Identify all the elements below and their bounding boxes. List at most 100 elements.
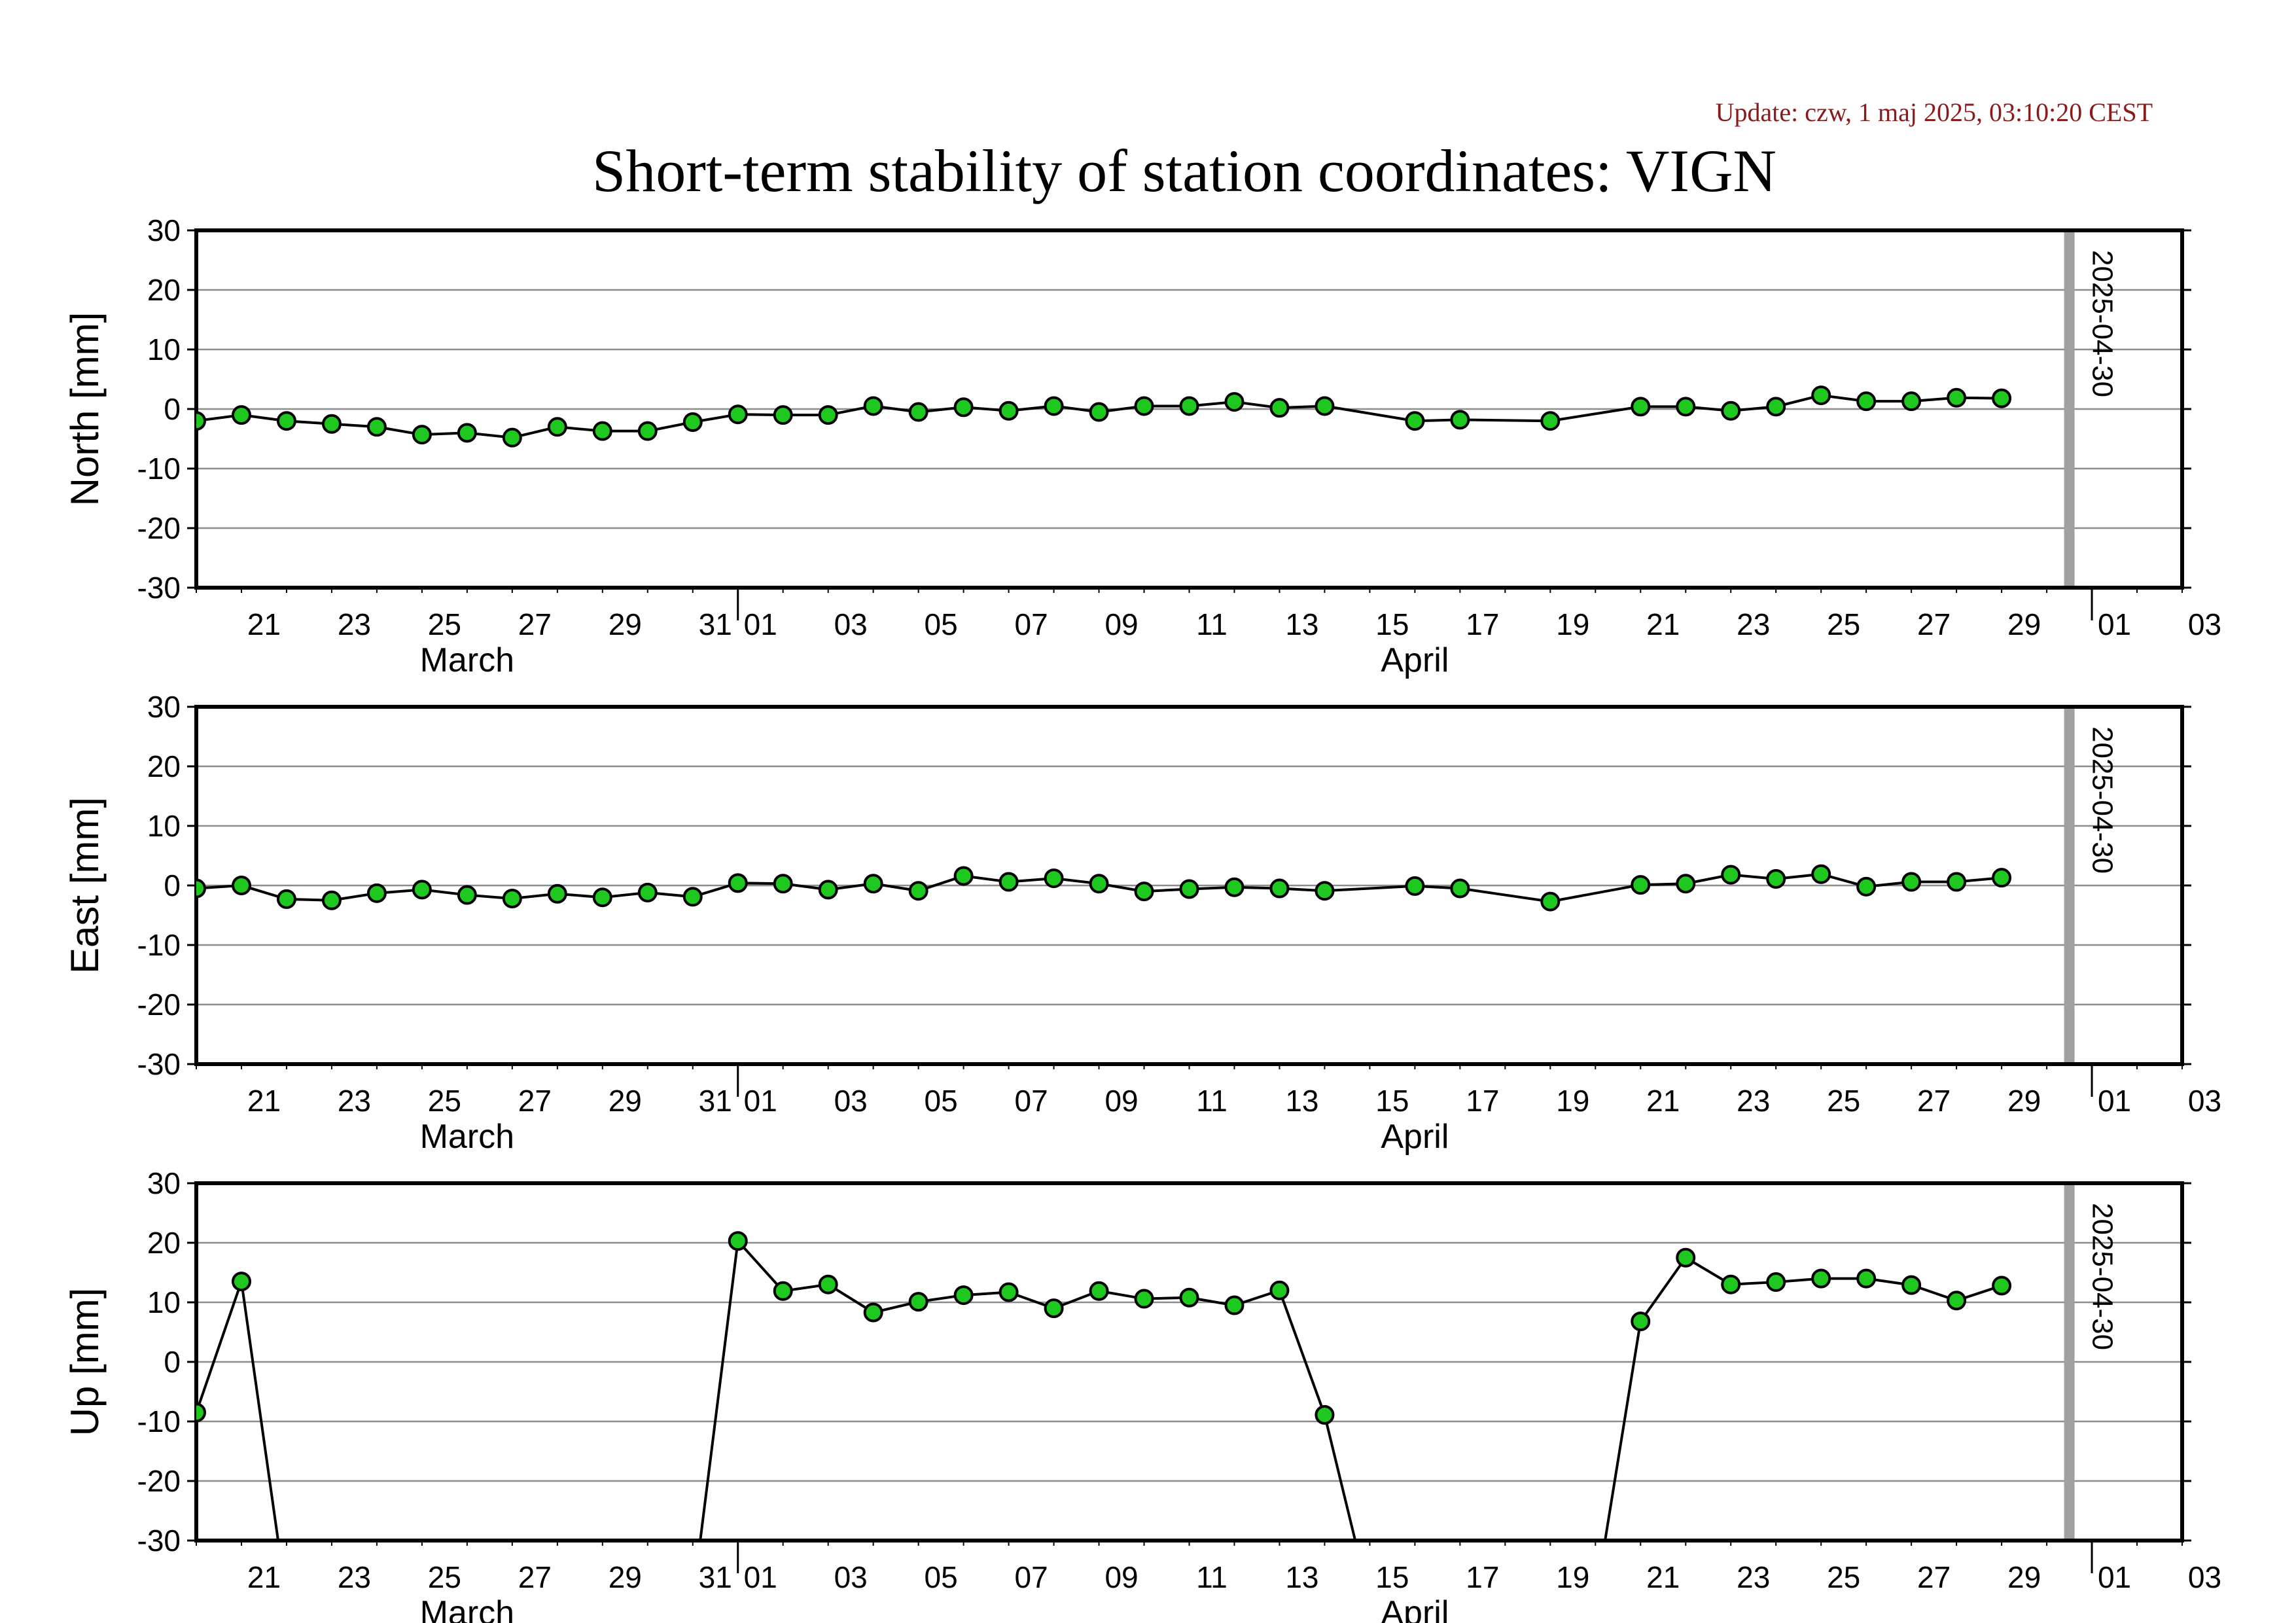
x-tick-label: 01 bbox=[744, 1084, 777, 1118]
x-tick-label: 03 bbox=[2188, 1560, 2221, 1594]
data-point bbox=[1224, 1295, 1245, 1315]
data-point bbox=[953, 866, 974, 886]
x-tick-label: 15 bbox=[1375, 1084, 1409, 1118]
x-tick-label: 25 bbox=[1827, 1084, 1860, 1118]
data-point bbox=[908, 1292, 928, 1312]
y-tick-label: 30 bbox=[147, 213, 181, 247]
panels: 2025-04-30 30 20 10 0 -10 -20 -30 North [mm] 21 23… bbox=[63, 213, 2221, 1623]
data-point bbox=[908, 402, 928, 422]
month-label: April bbox=[1381, 641, 1449, 679]
x-tick-label: 23 bbox=[338, 1084, 371, 1118]
data-point bbox=[276, 889, 296, 909]
x-tick-label: 25 bbox=[428, 1084, 461, 1118]
data-point bbox=[1179, 396, 1199, 416]
data-point bbox=[1766, 1272, 1786, 1293]
data-point bbox=[231, 1272, 251, 1292]
x-tick-label: 21 bbox=[1646, 1084, 1680, 1118]
y-axis-label: Up [mm] bbox=[63, 1288, 107, 1436]
data-point bbox=[1631, 875, 1651, 895]
data-point bbox=[1811, 385, 1831, 406]
data-point bbox=[457, 423, 477, 443]
y-tick-label: -30 bbox=[137, 1524, 181, 1558]
month-label: April bbox=[1381, 1594, 1449, 1623]
x-tick-label: 21 bbox=[1646, 1560, 1680, 1594]
panel-up: 2025-04-30 30 20 10 0 -10 -20 -30 Up [mm] 21 23 25 2… bbox=[63, 1166, 2221, 1623]
data-point bbox=[863, 1302, 883, 1323]
data-point bbox=[682, 412, 703, 433]
data-point bbox=[1631, 1311, 1651, 1332]
x-tick-label: 29 bbox=[2007, 1560, 2041, 1594]
data-point bbox=[773, 405, 793, 425]
x-tick-label: 21 bbox=[1646, 607, 1680, 641]
y-tick-label: -10 bbox=[137, 928, 181, 962]
y-tick-label: 10 bbox=[147, 809, 181, 843]
today-marker-label: 2025-04-30 bbox=[2087, 250, 2119, 397]
data-point bbox=[1947, 387, 1967, 408]
data-point bbox=[1044, 1298, 1064, 1319]
x-tick-label: 11 bbox=[1196, 1084, 1227, 1118]
x-tick-label: 13 bbox=[1285, 1560, 1318, 1594]
x-tick-label: 15 bbox=[1375, 607, 1409, 641]
x-tick-label: 17 bbox=[1466, 1084, 1499, 1118]
data-point bbox=[1044, 396, 1064, 416]
data-point bbox=[728, 873, 748, 893]
data-point bbox=[321, 414, 342, 434]
x-tick-label: 09 bbox=[1104, 1084, 1138, 1118]
y-tick-label: -30 bbox=[137, 1047, 181, 1081]
data-point bbox=[728, 1231, 748, 1251]
data-point bbox=[1315, 396, 1335, 416]
x-tick-label: 01 bbox=[2098, 607, 2131, 641]
x-tick-label: 07 bbox=[1014, 607, 1048, 641]
data-point bbox=[231, 876, 251, 895]
x-tick-label: 19 bbox=[1556, 607, 1589, 641]
x-tick-label: 27 bbox=[1917, 607, 1951, 641]
data-point bbox=[1721, 401, 1741, 421]
data-point bbox=[953, 1285, 974, 1306]
data-point bbox=[1540, 891, 1561, 912]
y-tick-label: -20 bbox=[137, 511, 181, 545]
data-point bbox=[1856, 876, 1877, 897]
data-point bbox=[1811, 1268, 1831, 1289]
data-point bbox=[1134, 396, 1154, 416]
data-point bbox=[196, 411, 206, 431]
data-point bbox=[1676, 1247, 1696, 1268]
data-point bbox=[1766, 868, 1786, 889]
x-tick-label: 25 bbox=[1827, 607, 1860, 641]
data-point bbox=[1540, 411, 1561, 431]
data-point bbox=[998, 872, 1019, 892]
data-point bbox=[457, 885, 477, 905]
x-tick-label: 25 bbox=[1827, 1560, 1860, 1594]
data-point bbox=[592, 887, 612, 908]
x-tick-label: 21 bbox=[247, 607, 281, 641]
data-point bbox=[1134, 1289, 1154, 1309]
data-point bbox=[276, 411, 296, 431]
x-tick-label: 01 bbox=[2098, 1084, 2131, 1118]
x-tick-label: 07 bbox=[1014, 1560, 1048, 1594]
x-tick-label: 13 bbox=[1285, 607, 1318, 641]
x-tick-label: 17 bbox=[1466, 1560, 1499, 1594]
data-point bbox=[547, 883, 567, 904]
x-tick-label: 09 bbox=[1104, 607, 1138, 641]
data-point bbox=[998, 401, 1019, 421]
x-tick-label: 03 bbox=[2188, 607, 2221, 641]
y-tick-label: 10 bbox=[147, 332, 181, 366]
data-point bbox=[1856, 391, 1877, 412]
data-point bbox=[1992, 388, 2012, 408]
x-tick-label: 19 bbox=[1556, 1084, 1589, 1118]
data-point bbox=[1089, 874, 1109, 894]
data-point bbox=[863, 396, 883, 416]
y-axis-label: East [mm] bbox=[63, 797, 107, 974]
x-tick-label: 05 bbox=[925, 1560, 958, 1594]
x-tick-label: 29 bbox=[609, 607, 642, 641]
x-tick-label: 11 bbox=[1196, 1560, 1227, 1594]
data-point bbox=[1947, 872, 1967, 892]
y-tick-label: -20 bbox=[137, 988, 181, 1022]
data-point bbox=[773, 874, 793, 894]
data-point bbox=[1179, 1287, 1199, 1308]
y-tick-label: 30 bbox=[147, 690, 181, 724]
data-point bbox=[863, 874, 883, 894]
data-point bbox=[1901, 872, 1922, 892]
data-point bbox=[1676, 397, 1696, 417]
data-point bbox=[998, 1282, 1019, 1302]
x-tick-label: 31 bbox=[699, 1560, 732, 1594]
